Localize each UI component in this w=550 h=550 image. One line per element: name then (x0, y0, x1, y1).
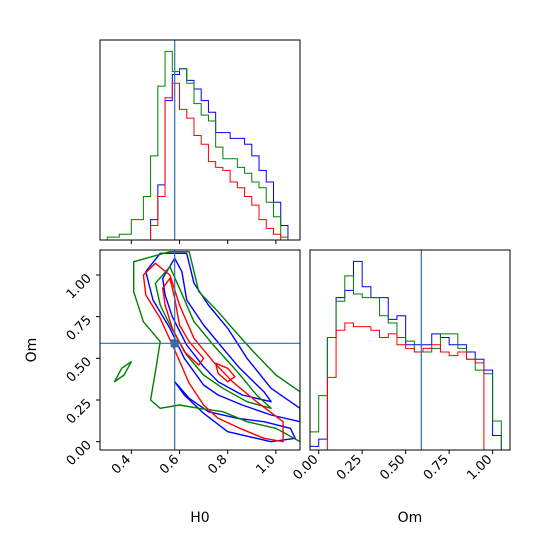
contour-red-small (214, 362, 236, 383)
contour-red-inner (161, 277, 205, 366)
om-histogram-series (309, 260, 510, 451)
h0-histogram-red (107, 82, 296, 241)
contour-green-outer (132, 250, 300, 443)
h0-histogram-frame (99, 39, 301, 241)
h0-histogram-panel (99, 39, 301, 244)
h0-histogram-green (106, 50, 296, 241)
om-x-axis-label: Om (398, 510, 423, 526)
h0-histogram-blue (107, 68, 296, 241)
h0-histogram-ticks (130, 240, 277, 244)
om-histogram-frame (309, 249, 511, 451)
joint-truth-point (170, 339, 179, 348)
contour-green-island (113, 361, 133, 383)
joint-frame (99, 249, 301, 451)
joint-truth-lines (100, 250, 300, 450)
contour-blue-outer (145, 252, 300, 423)
contour-blue-inner (161, 257, 272, 403)
joint-x-axis-label: H0 (190, 510, 209, 526)
om-histogram-green (309, 275, 510, 451)
om-histogram-red (310, 322, 510, 451)
joint-y-axis-label: Om (24, 338, 40, 363)
h0-histogram-series (106, 50, 296, 241)
joint-contours (113, 250, 300, 443)
